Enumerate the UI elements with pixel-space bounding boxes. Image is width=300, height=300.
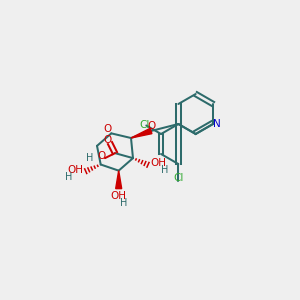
Text: OH: OH [68, 164, 84, 175]
Text: O: O [98, 151, 106, 161]
Polygon shape [131, 128, 152, 138]
Text: Cl: Cl [173, 173, 184, 183]
Text: Cl: Cl [139, 121, 149, 130]
Text: H: H [86, 153, 94, 163]
Text: O: O [104, 135, 112, 145]
Text: O: O [103, 124, 111, 134]
Text: H: H [120, 198, 127, 208]
Text: H: H [161, 165, 169, 175]
Text: N: N [213, 119, 221, 129]
Text: O: O [148, 121, 156, 131]
Polygon shape [116, 171, 122, 189]
Text: H: H [65, 172, 72, 182]
Text: OH: OH [150, 158, 166, 168]
Text: OH: OH [111, 190, 127, 201]
